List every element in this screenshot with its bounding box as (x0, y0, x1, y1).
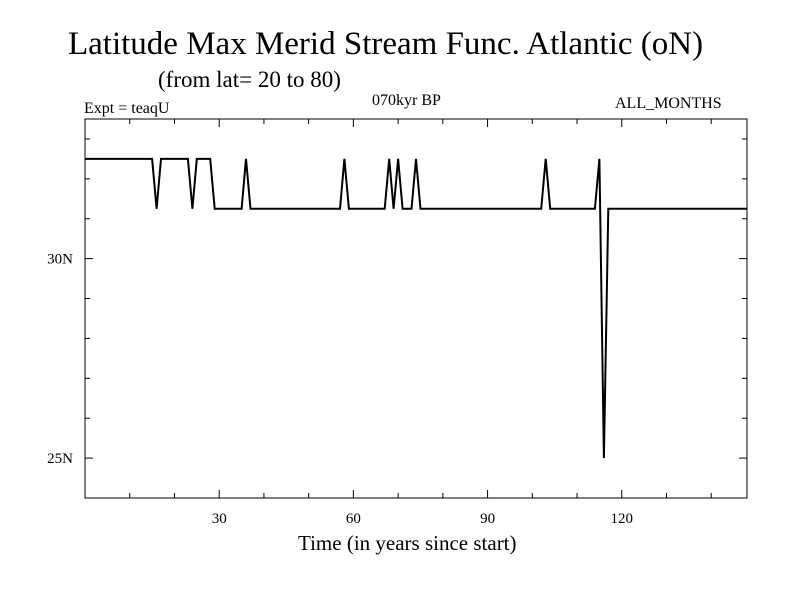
y-tick-label: 30N (47, 252, 73, 268)
x-tick-label: 60 (346, 511, 361, 527)
x-tick-label: 90 (480, 511, 495, 527)
plot-frame (84, 118, 748, 499)
series-line (85, 157, 747, 459)
months-label: ALL_MONTHS (615, 95, 722, 112)
chart-subtitle: (from lat= 20 to 80) (158, 67, 341, 92)
y-tick-label: 25N (47, 451, 73, 467)
experiment-label: Expt = teaqU (84, 100, 170, 117)
x-tick-label: 30 (212, 511, 227, 527)
x-axis-label: Time (in years since start) (298, 531, 517, 555)
period-label: 070kyr BP (372, 92, 441, 109)
chart-title: Latitude Max Merid Stream Func. Atlantic… (68, 26, 704, 62)
x-tick-label: 120 (611, 511, 634, 527)
